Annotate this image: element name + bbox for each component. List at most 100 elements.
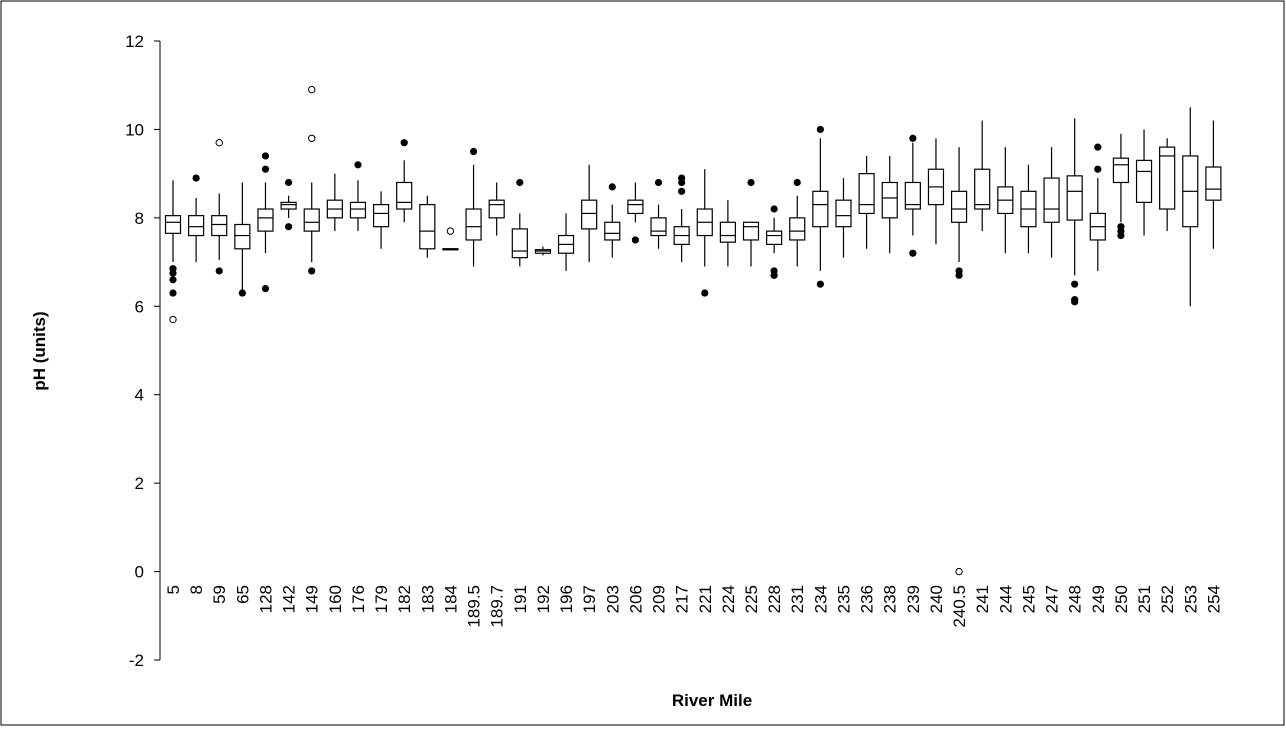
outlier-point	[654, 178, 663, 187]
x-tick-label: 236	[858, 585, 877, 613]
x-tick-label: 184	[441, 585, 460, 613]
box-189.5	[465, 147, 482, 267]
x-tick-label: 160	[326, 585, 345, 613]
outlier-point	[701, 289, 709, 297]
y-tick-label: 8	[135, 209, 144, 228]
x-tick-label: 182	[395, 585, 414, 613]
box-191	[511, 178, 528, 267]
box-body	[1043, 177, 1060, 223]
box-65	[234, 182, 251, 297]
x-tick-label: 189.5	[465, 585, 484, 628]
box-body	[742, 221, 760, 241]
x-axis-title: River Mile	[672, 691, 752, 710]
box-body	[881, 181, 898, 219]
x-tick-label: 192	[534, 585, 553, 613]
extreme-point	[308, 85, 316, 94]
extreme-point	[308, 134, 316, 142]
x-tick-label: 252	[1158, 585, 1177, 613]
x-tick-label: 189.7	[488, 585, 507, 628]
box-252	[1159, 138, 1176, 232]
x-tick-label: 209	[650, 585, 669, 613]
box-body	[419, 203, 436, 250]
x-axis-tick-labels: 5 8 59 65 128 142 149 160 176 179 182 183 184 189.5 18…	[164, 585, 1223, 628]
box-body	[211, 215, 228, 237]
y-axis-ticks: -2 0 2 4 6 8 10 12	[125, 32, 160, 670]
box-8	[188, 174, 205, 263]
x-tick-label: 253	[1181, 585, 1200, 613]
box-224	[719, 200, 736, 267]
outlier-point	[608, 183, 616, 191]
outlier-point	[285, 223, 293, 231]
x-tick-label: 231	[788, 585, 807, 613]
outlier-point	[909, 134, 917, 142]
x-tick-label: 240.5	[950, 585, 969, 628]
box-128	[257, 152, 274, 293]
x-tick-label: 65	[233, 585, 252, 604]
outlier-point	[678, 178, 686, 187]
box-203	[604, 183, 621, 258]
outlier-point	[169, 276, 177, 284]
box-245	[1020, 164, 1037, 254]
outlier-point	[169, 289, 177, 297]
box-179	[372, 191, 390, 249]
box-196	[557, 213, 575, 271]
x-tick-label: 238	[881, 585, 900, 613]
box-body	[303, 208, 320, 232]
y-tick-label: 2	[135, 474, 144, 493]
box-body	[488, 199, 505, 219]
x-tick-label: 142	[280, 585, 299, 613]
box-body	[581, 199, 598, 230]
outlier-point	[816, 125, 824, 134]
box-253	[1182, 107, 1199, 307]
outlier-point	[1094, 165, 1102, 173]
extreme-point	[446, 227, 455, 235]
outlier-point	[770, 205, 778, 213]
box-body	[1066, 175, 1083, 221]
x-tick-label: 197	[580, 585, 599, 613]
x-tick-label: 250	[1112, 585, 1131, 613]
box-251	[1135, 129, 1153, 236]
x-tick-label: 239	[904, 585, 923, 613]
box-244	[997, 147, 1014, 254]
x-tick-label: 254	[1204, 585, 1223, 613]
y-tick-label: 6	[135, 297, 144, 316]
box-235	[835, 178, 852, 258]
box-body	[950, 190, 968, 223]
box-234	[812, 125, 829, 288]
box-225	[742, 178, 760, 267]
x-tick-label: 183	[418, 585, 437, 613]
box-240	[927, 138, 945, 245]
box-body	[234, 223, 251, 250]
box-240.5	[950, 147, 968, 576]
outlier-point	[1071, 280, 1079, 288]
outlier-point	[285, 178, 293, 187]
outlier-point	[909, 249, 917, 257]
box-5	[164, 180, 182, 324]
outlier-point	[747, 178, 755, 187]
box-248	[1066, 118, 1083, 306]
box-body	[396, 181, 413, 210]
box-149	[303, 85, 320, 275]
x-tick-label: 196	[557, 585, 576, 613]
box-142	[280, 178, 297, 231]
x-tick-label: 179	[372, 585, 391, 613]
x-tick-label: 59	[210, 585, 229, 604]
box-body	[789, 217, 806, 241]
box-238	[881, 155, 898, 254]
box-body	[974, 168, 991, 210]
x-tick-label: 217	[673, 585, 692, 613]
x-tick-label: 128	[256, 585, 275, 613]
x-tick-label: 241	[973, 585, 992, 613]
y-tick-label: -2	[129, 651, 144, 670]
box-217	[673, 174, 690, 263]
x-tick-label: 235	[834, 585, 853, 613]
outlier-point	[678, 187, 686, 195]
box-body	[188, 215, 205, 237]
x-tick-label: 234	[811, 585, 830, 613]
y-tick-label: 4	[135, 386, 144, 405]
box-192	[534, 246, 552, 256]
box-body	[719, 221, 736, 243]
